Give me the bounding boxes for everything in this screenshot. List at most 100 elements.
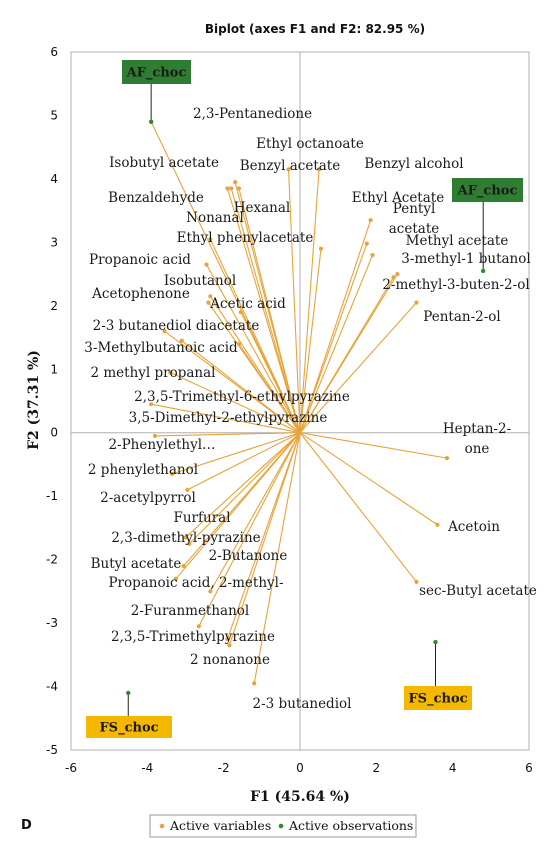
variable-point-propanoic-acid bbox=[204, 262, 209, 267]
observation-label-af-choc: AF_choc bbox=[457, 184, 518, 199]
variable-point-nonanal bbox=[208, 237, 213, 242]
variable-label-ethyl-phenylacetate: Ethyl phenylacetate bbox=[177, 230, 314, 246]
vector-2-phenylethyl bbox=[154, 432, 301, 437]
observation-box-fs-choc bbox=[86, 716, 172, 738]
variable-label-3-methylbutanoic-acid: 3-Methylbutanoic acid bbox=[84, 340, 238, 356]
vector-furfural bbox=[185, 432, 301, 538]
vector-heptan-2-one bbox=[299, 432, 448, 459]
x-tick-label: 0 bbox=[296, 761, 304, 775]
x-tick-label: -2 bbox=[218, 761, 230, 775]
y-tick-label: -1 bbox=[46, 489, 58, 503]
observation-box-fs-choc bbox=[404, 686, 472, 710]
y-tick-label: 0 bbox=[50, 426, 58, 440]
y-tick-labels: -5 -4 -3 -2 -1 0 1 2 3 4 5 6 bbox=[46, 45, 58, 757]
vector-2-3-pentanedione bbox=[150, 121, 301, 433]
observation-point-af-choc bbox=[481, 268, 486, 274]
vector-3-methylbutanoic-acid bbox=[238, 343, 301, 434]
observation-point-af-choc bbox=[148, 119, 154, 125]
vector-methyl-acetate bbox=[299, 254, 374, 433]
variable-label-furfural: Furfural bbox=[173, 510, 230, 526]
x-tick-label: 4 bbox=[449, 761, 457, 775]
variable-point-2-methyl-propanal bbox=[179, 338, 184, 343]
x-tick-label: 2 bbox=[373, 761, 381, 775]
vector-pentan-2-ol bbox=[299, 302, 417, 434]
y-axis-label: F2 (37.31 %) bbox=[26, 350, 42, 450]
vector-2-3-5-trimethylpyrazine bbox=[226, 432, 301, 640]
legend: Active variables Active observations bbox=[149, 814, 417, 838]
vector-propanoic-acid bbox=[206, 264, 301, 433]
x-axis-label: F1 (45.64 %) bbox=[250, 789, 350, 805]
variable-labels: 2,3-Pentanedione Ethyl octanoate Benzyl ac… bbox=[84, 106, 537, 712]
variable-label-methyl-acetate: Methyl acetate bbox=[406, 233, 509, 249]
variable-point-2-3-butanediol-diacetate bbox=[162, 329, 167, 334]
vector-benzyl-acetate bbox=[299, 169, 320, 433]
vector-propanoic-acid-2-methyl bbox=[209, 432, 301, 592]
variable-label-propanoic-acid-2-methyl: Propanoic acid, 2-methyl- bbox=[108, 575, 283, 591]
variable-point-2-3-5-trimethylpyrazine bbox=[225, 636, 230, 642]
observation-label-fs-choc: FS_choc bbox=[99, 721, 158, 736]
variable-label-3-methyl-1-butanol: 3-methyl-1 butanol bbox=[401, 251, 530, 267]
variable-label-2-methyl-propanal: 2 methyl propanal bbox=[90, 365, 215, 381]
vector-2-methyl-propanal bbox=[181, 340, 301, 434]
variable-point-2-acetylpyrrol bbox=[185, 487, 190, 492]
vector-nonanal bbox=[209, 238, 301, 433]
vector-ethyl-octanoate bbox=[288, 169, 301, 433]
y-tick-label: 6 bbox=[50, 45, 58, 59]
variable-label-pentyl-acetate: Pentyl acetate bbox=[389, 201, 440, 237]
vector-sec-butyl-acetate bbox=[299, 432, 417, 583]
vector-2-phenylethanol bbox=[171, 432, 301, 475]
variable-label-propanoic-acid: Propanoic acid bbox=[89, 252, 191, 268]
variable-point-benzaldehyde bbox=[236, 186, 242, 191]
variable-label-acetic-acid: Acetic acid bbox=[209, 296, 286, 312]
vector-2-furanmethanol bbox=[198, 432, 301, 627]
variable-point-hexanal bbox=[225, 186, 230, 191]
variable-label-pentan-2-ol: Pentan-2-ol bbox=[423, 309, 501, 325]
observation-box-af-choc bbox=[452, 178, 523, 202]
variable-vectors bbox=[149, 119, 450, 686]
variable-label-2-phenylethyl: 2-Phenylethyl… bbox=[108, 437, 215, 453]
variable-point-acetophenone bbox=[206, 300, 211, 305]
vector-2-butanone bbox=[183, 432, 301, 567]
variable-label-2-methyl-3-buten-2-ol: 2-methyl-3-buten-2-ol bbox=[382, 277, 529, 293]
variable-label-benzyl-acetate: Benzyl acetate bbox=[240, 158, 340, 174]
vector-acetoin bbox=[299, 432, 438, 526]
variable-point-2-phenylethanol bbox=[170, 471, 175, 477]
variable-label-2-3-butanediol-diacetate: 2-3 butanediol diacetate bbox=[93, 318, 260, 334]
variable-point-acetic-acid bbox=[238, 310, 243, 315]
x-tick-labels: -6 -4 -2 0 2 4 6 bbox=[65, 761, 533, 775]
variable-point-pentyl-acetate bbox=[364, 241, 369, 246]
variable-label-ethyl-acetate: Ethyl Acetate bbox=[352, 190, 444, 206]
variable-label-acetophenone: Acetophenone bbox=[91, 286, 190, 302]
y-tick-label: 1 bbox=[50, 362, 58, 376]
vector-2-3-5-trimethyl-6-ethylpyrazine bbox=[170, 371, 301, 434]
observation-point-fs-choc bbox=[126, 690, 131, 696]
variable-point-2-3-5-trimethyl-6-ethylpyrazine bbox=[168, 370, 173, 375]
variable-label-isobutyl-acetate: Isobutyl acetate bbox=[109, 155, 219, 171]
vector-2-nonanone bbox=[228, 432, 301, 646]
vector-ethyl-phenylacetate bbox=[299, 248, 322, 433]
panel-label: D bbox=[21, 818, 32, 833]
observation-box-af-choc bbox=[122, 60, 191, 84]
variable-point-isobutyl-acetate bbox=[233, 179, 238, 185]
vector-2-3-dimethyl-pyrazine bbox=[188, 432, 301, 545]
variable-label-2-phenylethanol: 2 phenylethanol bbox=[88, 462, 198, 478]
variable-point-isobutanol bbox=[208, 294, 213, 299]
chart-title: Biplot (axes F1 and F2: 82.95 %) bbox=[205, 22, 425, 36]
vector-2-acetylpyrrol bbox=[187, 432, 301, 491]
variable-point-butyl-acetate bbox=[173, 576, 179, 581]
variable-point-3-methyl-1-butanol bbox=[395, 271, 400, 277]
variable-label-2-3-5-trimethyl-6-ethylpyrazine: 2,3,5-Trimethyl-6-ethylpyrazine bbox=[134, 389, 350, 405]
legend-label-variables: Active variables bbox=[169, 818, 271, 833]
variable-point-furfural bbox=[183, 535, 188, 540]
y-tick-label: -5 bbox=[46, 743, 58, 757]
variable-label-butyl-acetate: Butyl acetate bbox=[91, 556, 182, 572]
variable-label-2-3-butanediol: 2-3 butanediol bbox=[253, 696, 352, 712]
vector-pentyl-acetate bbox=[299, 243, 368, 433]
legend-marker-variables bbox=[159, 823, 165, 829]
variable-point-2-butanone bbox=[181, 563, 186, 569]
variable-point-ethyl-acetate bbox=[368, 218, 373, 223]
y-tick-label: -2 bbox=[46, 553, 58, 567]
observation-points: AF_choc AF_choc FS_choc FS_choc bbox=[86, 60, 523, 738]
variable-point-3-5-dimethyl-2-ethylpyrazine bbox=[149, 402, 154, 407]
variable-label-acetoin: Acetoin bbox=[447, 519, 500, 535]
